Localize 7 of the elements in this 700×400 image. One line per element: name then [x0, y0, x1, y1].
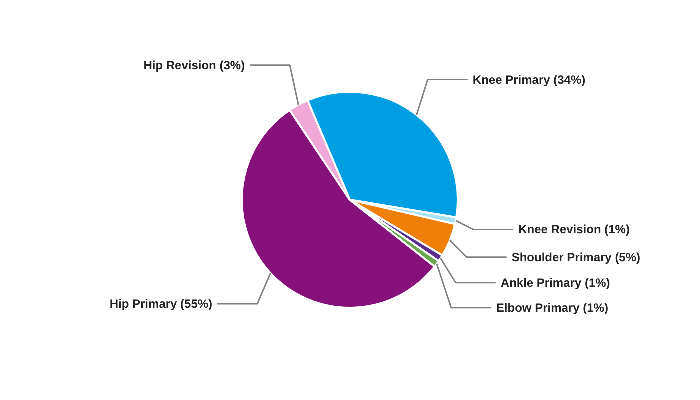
slice-label: Hip Primary (55%): [110, 296, 213, 311]
slice-label: Knee Revision (1%): [518, 222, 630, 237]
slice-label: Shoulder Primary (5%): [512, 250, 641, 264]
slice-label: Hip Revision (3%): [144, 58, 246, 72]
slice-label: Elbow Primary (1%): [496, 300, 608, 315]
slice-label: Ankle Primary (1%): [500, 276, 610, 290]
slice-label: Knee Primary (34%): [472, 72, 586, 87]
